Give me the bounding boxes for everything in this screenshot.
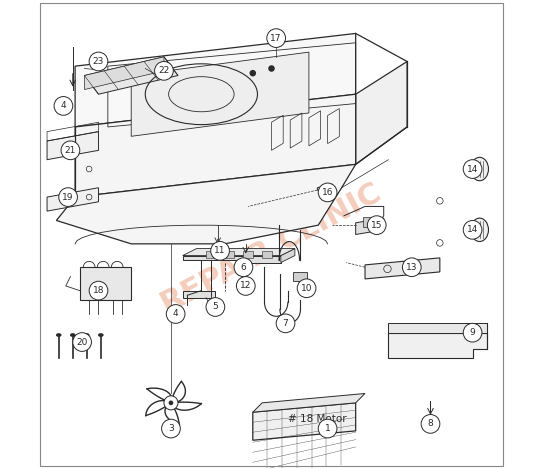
- Polygon shape: [182, 249, 295, 256]
- Text: 5: 5: [212, 303, 218, 311]
- Text: 8: 8: [428, 419, 433, 428]
- Circle shape: [267, 29, 286, 47]
- Bar: [206, 251, 216, 258]
- Circle shape: [234, 258, 253, 277]
- Text: REPAIR CLINIC: REPAIR CLINIC: [156, 178, 387, 319]
- Circle shape: [155, 61, 173, 80]
- Polygon shape: [253, 403, 356, 440]
- Text: 6: 6: [241, 263, 247, 272]
- Circle shape: [368, 216, 386, 234]
- Ellipse shape: [70, 333, 75, 337]
- Text: 12: 12: [240, 281, 251, 290]
- Circle shape: [54, 97, 73, 115]
- Circle shape: [318, 183, 337, 202]
- Circle shape: [73, 333, 91, 351]
- Polygon shape: [47, 188, 98, 211]
- Polygon shape: [388, 333, 487, 358]
- Circle shape: [236, 277, 255, 295]
- Text: 7: 7: [283, 319, 288, 328]
- Polygon shape: [182, 291, 216, 298]
- Text: 15: 15: [371, 220, 382, 230]
- Polygon shape: [388, 323, 487, 333]
- Bar: [293, 272, 307, 281]
- Polygon shape: [317, 184, 332, 197]
- Circle shape: [61, 141, 80, 159]
- Circle shape: [169, 401, 173, 405]
- Circle shape: [59, 188, 78, 206]
- Text: 14: 14: [467, 165, 478, 174]
- Polygon shape: [253, 393, 365, 412]
- Circle shape: [164, 396, 178, 410]
- Bar: [363, 217, 377, 227]
- Text: 16: 16: [322, 188, 333, 197]
- Text: 20: 20: [77, 338, 88, 347]
- Text: 13: 13: [406, 263, 418, 272]
- Circle shape: [463, 159, 482, 178]
- Polygon shape: [80, 267, 131, 300]
- Polygon shape: [356, 218, 384, 234]
- Polygon shape: [131, 52, 309, 136]
- Text: 10: 10: [301, 284, 312, 293]
- Circle shape: [250, 70, 256, 76]
- Text: 3: 3: [168, 424, 174, 433]
- Circle shape: [89, 52, 108, 71]
- Bar: [243, 251, 253, 258]
- Circle shape: [211, 242, 229, 260]
- Text: 14: 14: [467, 225, 478, 234]
- Circle shape: [162, 419, 180, 438]
- Circle shape: [421, 415, 440, 433]
- Circle shape: [89, 281, 108, 300]
- Circle shape: [276, 314, 295, 333]
- Text: 23: 23: [93, 57, 104, 66]
- Circle shape: [463, 323, 482, 342]
- Text: 9: 9: [470, 328, 476, 337]
- Text: 22: 22: [159, 66, 169, 76]
- Ellipse shape: [471, 218, 489, 242]
- Bar: [225, 251, 234, 258]
- Polygon shape: [356, 61, 407, 164]
- Bar: [262, 251, 272, 258]
- Circle shape: [206, 298, 225, 316]
- Polygon shape: [47, 132, 98, 159]
- Polygon shape: [281, 249, 295, 263]
- Text: 4: 4: [173, 310, 179, 318]
- Circle shape: [268, 65, 275, 72]
- Text: 17: 17: [270, 34, 282, 43]
- Ellipse shape: [98, 333, 104, 337]
- Polygon shape: [85, 57, 164, 90]
- Polygon shape: [75, 33, 356, 127]
- Text: 1: 1: [325, 424, 331, 433]
- Text: 21: 21: [65, 146, 76, 155]
- Text: 11: 11: [214, 246, 226, 255]
- Ellipse shape: [471, 157, 489, 181]
- Polygon shape: [85, 57, 178, 94]
- Polygon shape: [75, 94, 356, 197]
- Text: 19: 19: [62, 193, 74, 202]
- Ellipse shape: [84, 333, 90, 337]
- Circle shape: [166, 305, 185, 323]
- Text: 18: 18: [93, 286, 104, 295]
- Circle shape: [463, 220, 482, 239]
- Text: # 18 Motor: # 18 Motor: [288, 414, 346, 424]
- Circle shape: [297, 279, 316, 298]
- Polygon shape: [182, 256, 281, 263]
- Circle shape: [318, 419, 337, 438]
- Circle shape: [402, 258, 421, 277]
- Polygon shape: [56, 164, 356, 244]
- Polygon shape: [365, 258, 440, 279]
- Ellipse shape: [56, 333, 61, 337]
- Text: 4: 4: [61, 101, 66, 110]
